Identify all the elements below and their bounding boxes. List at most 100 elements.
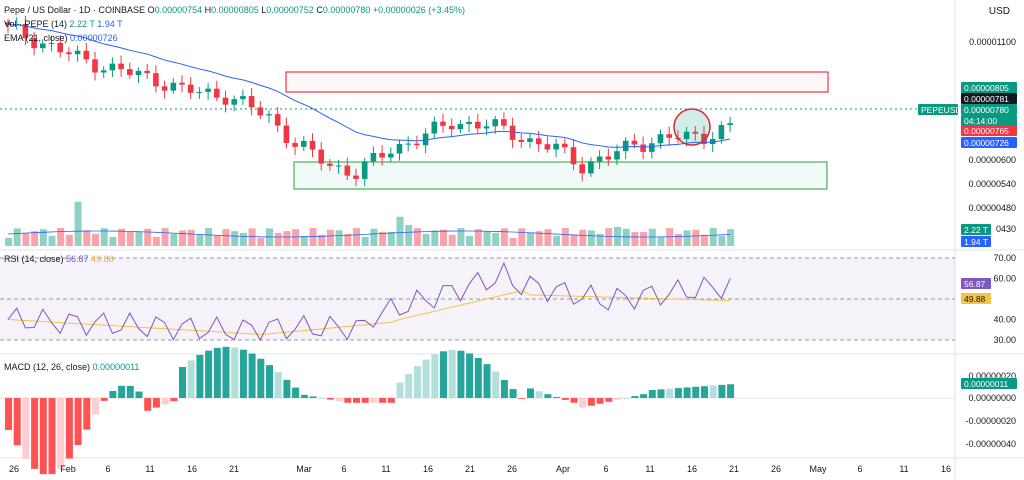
- candle-body: [692, 131, 699, 134]
- macd-axis-label: 0.00000000: [968, 393, 1016, 403]
- volume-bar: [535, 231, 543, 246]
- macd-bar: [31, 398, 39, 469]
- macd-bar: [587, 398, 595, 406]
- macd-bar: [596, 398, 604, 404]
- price-badge-text: 0.00000765: [964, 126, 1009, 136]
- legend-open: 0.00000754: [154, 5, 203, 15]
- candle-body: [40, 43, 46, 49]
- date-axis-label: 11: [899, 464, 908, 474]
- legend-macd: MACD (12, 26, close) 0.00000011: [4, 360, 139, 374]
- candle-body: [318, 149, 324, 164]
- date-axis-label: 21: [729, 464, 739, 474]
- macd-bar: [179, 367, 186, 398]
- volume-bar: [692, 229, 700, 246]
- volume-bar: [379, 231, 387, 246]
- volume-bar: [396, 216, 404, 246]
- candle-body: [596, 156, 603, 162]
- volume-bar: [596, 233, 604, 246]
- candle-body: [231, 99, 237, 105]
- volume-bar: [239, 232, 247, 246]
- candle-body: [344, 165, 351, 176]
- volume-bar: [222, 229, 230, 246]
- price-badge-text: PEPEUSD: [921, 105, 962, 115]
- candle-body: [92, 59, 98, 73]
- volume-bar: [518, 228, 526, 246]
- date-axis-label: Feb: [60, 464, 76, 474]
- volume-bar: [231, 231, 239, 246]
- macd-bar: [727, 384, 735, 398]
- candle-body: [179, 82, 185, 85]
- volume-bar: [387, 231, 395, 246]
- volume-bar: [422, 233, 430, 246]
- candle-body: [327, 163, 333, 166]
- volume-bar: [483, 231, 491, 246]
- candle-body: [301, 140, 307, 147]
- macd-bar: [83, 398, 91, 430]
- rsi-axis-label: 70.00: [993, 253, 1016, 263]
- price-badge-bg: [961, 104, 1017, 115]
- price-axis-label: 0.00000600: [968, 155, 1016, 165]
- volume-bar: [335, 230, 343, 246]
- macd-bar: [344, 398, 352, 403]
- macd-bar: [5, 398, 12, 430]
- volume-bar: [587, 230, 595, 246]
- macd-bar: [666, 388, 674, 398]
- volume-bar: [457, 228, 465, 246]
- date-axis-label: 16: [423, 464, 433, 474]
- volume-bar: [318, 234, 326, 246]
- macd-bar: [370, 398, 378, 403]
- macd-bar: [118, 385, 126, 398]
- candle-body: [683, 131, 690, 140]
- price-badge-text: 04:14:00: [964, 116, 997, 126]
- macd-bar: [57, 398, 65, 469]
- price-badge-bg: [918, 104, 958, 115]
- macd-bar: [39, 398, 47, 475]
- macd-bar: [466, 353, 474, 398]
- volume-bar: [170, 233, 178, 246]
- candle-body: [257, 107, 264, 116]
- date-axis-label: Apr: [556, 464, 570, 474]
- highlight-circle: [673, 108, 711, 146]
- macd-bar: [335, 398, 343, 402]
- volume-bar: [709, 228, 717, 246]
- macd-bar: [326, 398, 334, 400]
- candle-body: [622, 140, 629, 152]
- candle-body: [135, 70, 142, 76]
- macd-bar: [126, 385, 134, 398]
- macd-bar: [405, 373, 413, 398]
- macd-bar: [283, 379, 291, 398]
- candle-body: [22, 24, 29, 39]
- volume-bar: [570, 234, 578, 246]
- macd-bar: [657, 389, 665, 398]
- candle-body: [118, 63, 124, 70]
- candle-body: [509, 125, 516, 140]
- macd-bar: [266, 365, 273, 398]
- macd-bar: [570, 398, 578, 403]
- volume-bar: [561, 228, 569, 246]
- volume-badge-bg: [961, 236, 991, 247]
- candle-body: [74, 50, 81, 55]
- macd-bar: [187, 360, 195, 398]
- date-axis-label: 11: [145, 464, 154, 474]
- volume-bar: [631, 231, 639, 246]
- candle-body: [274, 114, 281, 126]
- volume-bar: [283, 231, 291, 246]
- volume-bar: [544, 229, 552, 246]
- date-axis-label: 6: [857, 464, 862, 474]
- macd-bar: [422, 359, 430, 398]
- candle-body: [709, 139, 716, 144]
- volume-bar: [57, 228, 65, 246]
- candle-body: [361, 161, 368, 179]
- price-axis-label: 0.00000480: [968, 203, 1016, 213]
- macd-bar: [640, 394, 648, 398]
- date-axis-label: 26: [9, 464, 19, 474]
- candle-body: [48, 42, 55, 44]
- candle-body: [640, 144, 646, 152]
- candle-body: [353, 175, 359, 179]
- macd-label: MACD (12, 26, close): [4, 362, 91, 372]
- volume-bar: [718, 235, 726, 246]
- volume-bar: [500, 228, 508, 246]
- macd-bar: [483, 364, 491, 398]
- candle-body: [240, 96, 246, 100]
